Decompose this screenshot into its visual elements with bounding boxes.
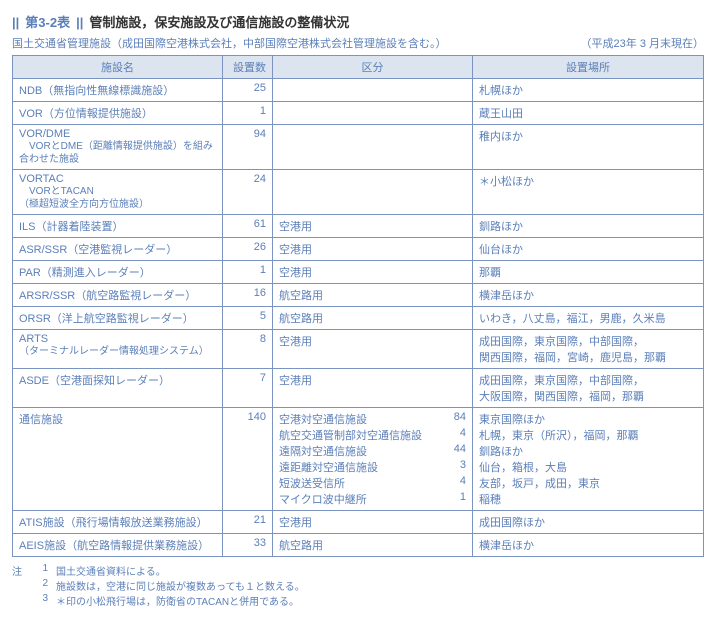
table-title: 管制施設，保安施設及び通信施設の整備状況 [89,12,349,31]
table-row: ORSR（洋上航空路監視レーダー）5航空路用いわき，八丈島，福江，男鹿，久米島 [13,307,704,330]
cell-count: 26 [223,238,273,261]
cell-count: 61 [223,215,273,238]
cell-name-sub: （ターミナルレーダー情報処理システム） [19,345,216,358]
note-row: 3 ＊印の小松飛行場は，防衛省のTACANと併用である。 [12,593,704,608]
note-row: 2 施設数は，空港に同じ施設が複数あっても１と数える。 [12,578,704,593]
cell-name: ARTS（ターミナルレーダー情報処理システム） [13,330,223,369]
cell-name: ASDE（空港面探知レーダー） [13,369,223,408]
cell-location: 横津岳ほか [473,534,704,557]
col-name-header: 施設名 [13,56,223,79]
cell-count: 1 [223,261,273,284]
cell-name: ILS（計器着陸装置） [13,215,223,238]
cell-name: VOR（方位情報提供施設） [13,102,223,125]
cell-division [273,102,473,125]
cell-location: ＊小松ほか [473,170,704,215]
cell-name-sub: VORとTACAN （極超短波全方向方位施設） [19,185,216,211]
cell-name: AEIS施設（航空路情報提供業務施設） [13,534,223,557]
cell-name-sub: VORとDME（距離情報提供施設）を組み合わせた施設 [19,140,216,166]
subhead-left: 国土交通省管理施設（成田国際空港株式会社，中部国際空港株式会社管理施設を含む。） [12,35,447,51]
cell-location: 東京国際ほか札幌，東京（所沢），福岡，那覇釧路ほか仙台，箱根，大島友部，坂戸，成… [473,408,704,511]
table-row: ARTS（ターミナルレーダー情報処理システム）8空港用成田国際，東京国際，中部国… [13,330,704,369]
title-mark-2: || [76,15,83,30]
cell-division [273,79,473,102]
cell-name: PAR（精測進入レーダー） [13,261,223,284]
cell-division: 航空路用 [273,284,473,307]
table-row: NDB（無指向性無線標識施設）25 札幌ほか [13,79,704,102]
note-index: 1 [36,563,48,578]
table-row: ASR/SSR（空港監視レーダー）26空港用仙台ほか [13,238,704,261]
note-label [12,593,28,608]
cell-location: いわき，八丈島，福江，男鹿，久米島 [473,307,704,330]
cell-count: 33 [223,534,273,557]
cell-name: ORSR（洋上航空路監視レーダー） [13,307,223,330]
cell-name: VORTAC VORとTACAN （極超短波全方向方位施設） [13,170,223,215]
cell-location: 稚内ほか [473,125,704,170]
cell-division: 空港用 [273,511,473,534]
cell-count: 21 [223,511,273,534]
table-code: 第3-2表 [25,12,70,31]
cell-count: 1 [223,102,273,125]
cell-division: 空港対空通信施設84航空交通管制部対空通信施設4遠隔対空通信施設44遠距離対空通… [273,408,473,511]
cell-location: 成田国際，東京国際，中部国際， 関西国際，福岡，宮崎，鹿児島，那覇 [473,330,704,369]
note-label: 注 [12,563,28,578]
cell-division: 空港用 [273,330,473,369]
title-mark-1: || [12,15,19,30]
cell-location: 蔵王山田 [473,102,704,125]
cell-location: 那覇 [473,261,704,284]
cell-location: 横津岳ほか [473,284,704,307]
table-row: VORTAC VORとTACAN （極超短波全方向方位施設）24 ＊小松ほか [13,170,704,215]
cell-location: 成田国際，東京国際，中部国際， 大阪国際，関西国際，福岡，那覇 [473,369,704,408]
table-row: ARSR/SSR（航空路監視レーダー）16航空路用横津岳ほか [13,284,704,307]
note-label [12,578,28,593]
cell-division: 空港用 [273,261,473,284]
facilities-table: 施設名 設置数 区分 設置場所 NDB（無指向性無線標識施設）25札幌ほかVOR… [12,55,704,557]
cell-count: 25 [223,79,273,102]
notes-block: 注1国土交通省資料による。2施設数は，空港に同じ施設が複数あっても１と数える。3… [12,563,704,608]
cell-location: 釧路ほか [473,215,704,238]
cell-location: 仙台ほか [473,238,704,261]
cell-division: 空港用 [273,238,473,261]
subhead-right: （平成23年 3 月末現在） [581,35,704,51]
cell-count: 140 [223,408,273,511]
table-row: ASDE（空港面探知レーダー）7空港用成田国際，東京国際，中部国際， 大阪国際，… [13,369,704,408]
note-row: 注1 国土交通省資料による。 [12,563,704,578]
cell-name: ATIS施設（飛行場情報放送業務施設） [13,511,223,534]
col-loc-header: 設置場所 [473,56,704,79]
note-index: 2 [36,578,48,593]
cell-name: 通信施設 [13,408,223,511]
table-row: AEIS施設（航空路情報提供業務施設）33航空路用横津岳ほか [13,534,704,557]
cell-division: 空港用 [273,369,473,408]
cell-count: 16 [223,284,273,307]
note-index: 3 [36,593,48,608]
table-row: VOR（方位情報提供施設）1 蔵王山田 [13,102,704,125]
table-header-row: 施設名 設置数 区分 設置場所 [13,56,704,79]
note-text: 国土交通省資料による。 [56,563,166,578]
cell-division [273,125,473,170]
col-count-header: 設置数 [223,56,273,79]
cell-count: 8 [223,330,273,369]
cell-count: 5 [223,307,273,330]
cell-division: 航空路用 [273,307,473,330]
table-row: ILS（計器着陸装置）61空港用釧路ほか [13,215,704,238]
table-row: PAR（精測進入レーダー）1空港用那覇 [13,261,704,284]
cell-division: 航空路用 [273,534,473,557]
col-div-header: 区分 [273,56,473,79]
cell-count: 7 [223,369,273,408]
cell-name: VOR/DME VORとDME（距離情報提供施設）を組み合わせた施設 [13,125,223,170]
table-row: VOR/DME VORとDME（距離情報提供施設）を組み合わせた施設94 稚内ほか [13,125,704,170]
cell-name: ARSR/SSR（航空路監視レーダー） [13,284,223,307]
cell-count: 94 [223,125,273,170]
cell-location: 成田国際ほか [473,511,704,534]
cell-location: 札幌ほか [473,79,704,102]
cell-count: 24 [223,170,273,215]
cell-name: ASR/SSR（空港監視レーダー） [13,238,223,261]
table-row: ATIS施設（飛行場情報放送業務施設）21空港用成田国際ほか [13,511,704,534]
note-text: ＊印の小松飛行場は，防衛省のTACANと併用である。 [56,593,299,608]
table-row: 通信施設140空港対空通信施設84航空交通管制部対空通信施設4遠隔対空通信施設4… [13,408,704,511]
cell-name: NDB（無指向性無線標識施設） [13,79,223,102]
cell-division [273,170,473,215]
note-text: 施設数は，空港に同じ施設が複数あっても１と数える。 [56,578,305,593]
cell-division: 空港用 [273,215,473,238]
